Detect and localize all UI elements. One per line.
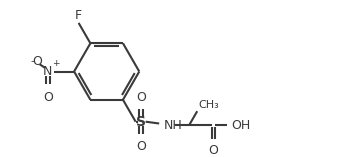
- Text: OH: OH: [232, 119, 251, 132]
- Text: O: O: [32, 55, 42, 68]
- Text: S: S: [136, 115, 146, 129]
- Text: O: O: [136, 140, 146, 153]
- Text: N: N: [43, 65, 53, 78]
- Text: O: O: [136, 91, 146, 104]
- Text: NH: NH: [164, 119, 182, 132]
- Text: O: O: [43, 91, 53, 103]
- Text: O: O: [209, 144, 219, 157]
- Text: CH₃: CH₃: [198, 100, 219, 110]
- Text: -: -: [30, 57, 34, 67]
- Text: +: +: [53, 59, 60, 68]
- Text: F: F: [75, 9, 82, 22]
